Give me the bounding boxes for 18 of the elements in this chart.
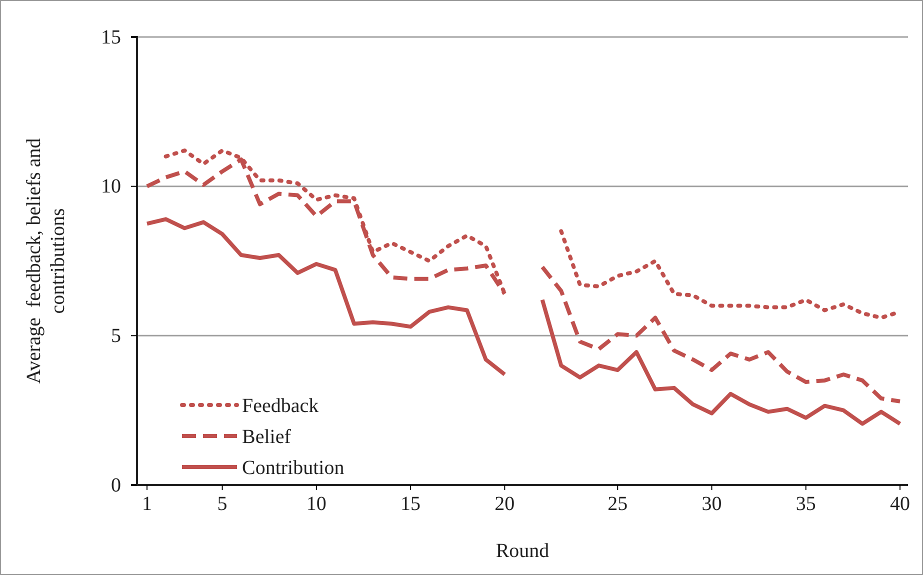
x-tick-label: 15 bbox=[400, 493, 421, 516]
legend-label: Belief bbox=[242, 426, 292, 448]
y-tick-label: 10 bbox=[101, 176, 121, 198]
x-axis-title: Round bbox=[496, 540, 550, 562]
x-tick-label: 10 bbox=[306, 493, 326, 516]
x-tick-label: 30 bbox=[702, 493, 722, 516]
x-tick-label: 35 bbox=[796, 493, 816, 516]
y-tick-label: 15 bbox=[101, 26, 121, 48]
legend-label: Feedback bbox=[242, 395, 319, 417]
x-tick-label: 25 bbox=[608, 493, 628, 516]
x-tick-label: 1 bbox=[142, 493, 152, 516]
y-tick-label: 5 bbox=[111, 325, 121, 348]
y-axis-title: Average feedback, beliefs and contributions bbox=[23, 138, 69, 384]
legend-label: Contribution bbox=[242, 457, 344, 479]
y-tick-label: 0 bbox=[111, 474, 121, 496]
x-tick-label: 5 bbox=[217, 493, 228, 516]
x-tick-label: 40 bbox=[890, 493, 910, 516]
x-tick-label: 20 bbox=[494, 493, 515, 516]
